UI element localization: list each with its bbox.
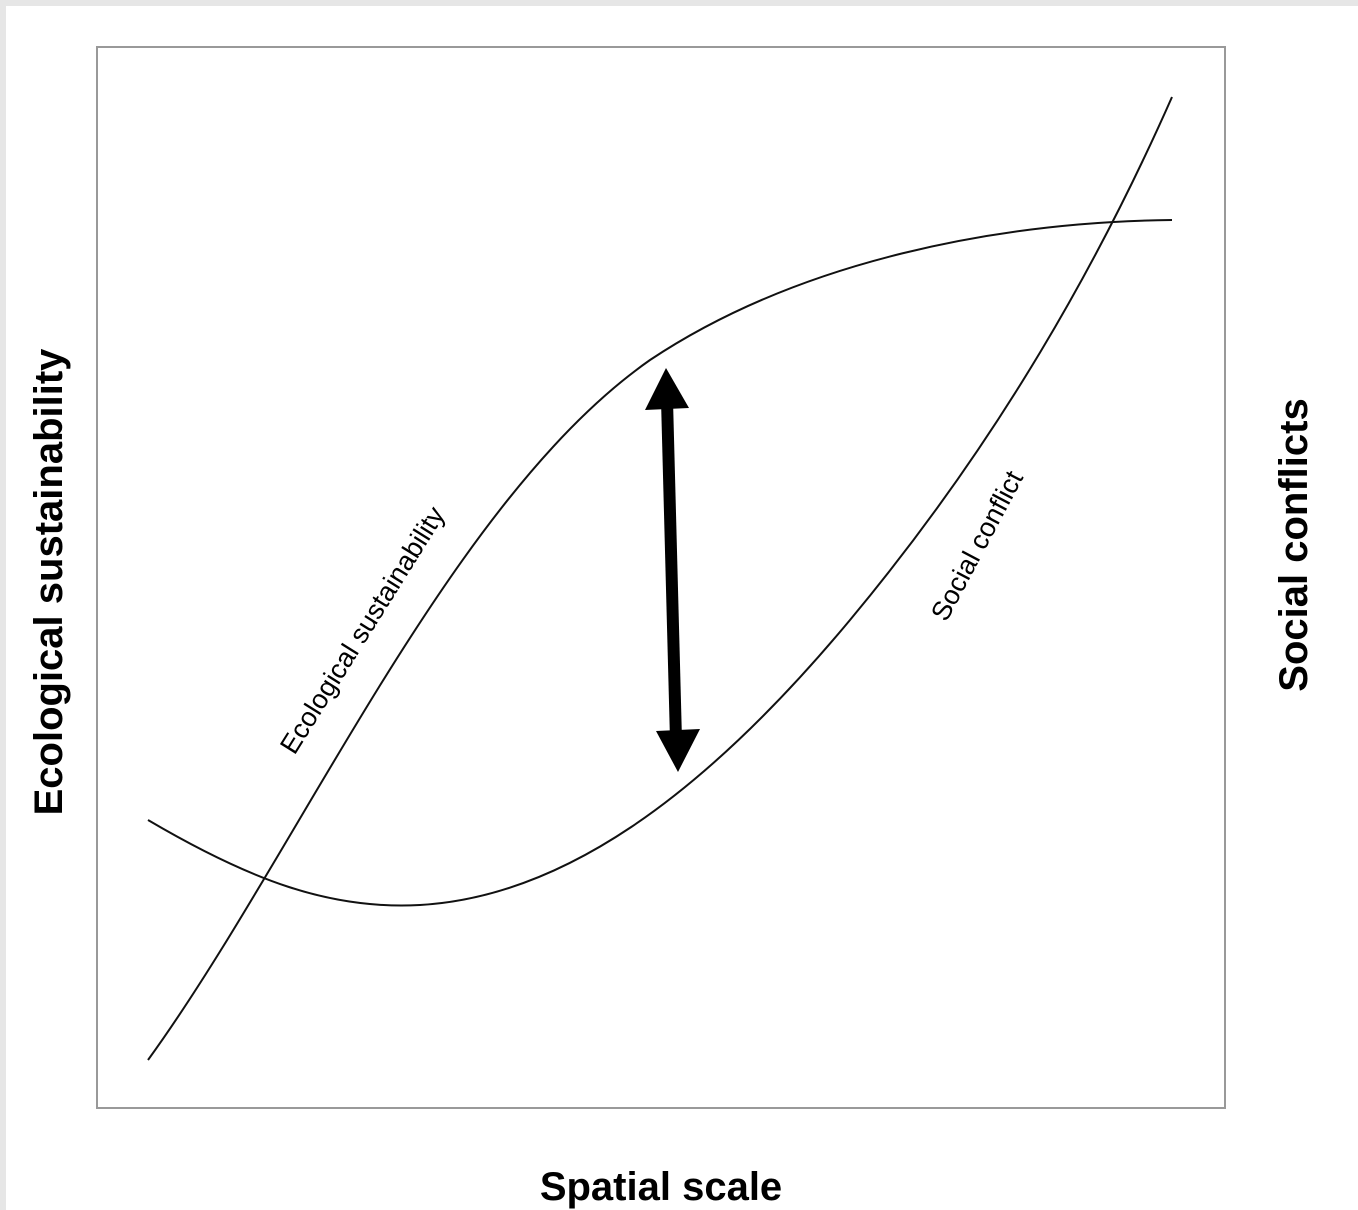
right-axis-label: Social conflicts	[1272, 398, 1316, 691]
x-axis-label: Spatial scale	[540, 1165, 782, 1209]
ecological-curve	[147, 219, 1173, 1061]
plot-frame	[96, 46, 1226, 1109]
double-arrow	[645, 368, 700, 772]
social-curve	[147, 96, 1173, 907]
left-axis-label: Ecological sustainability	[27, 348, 71, 816]
